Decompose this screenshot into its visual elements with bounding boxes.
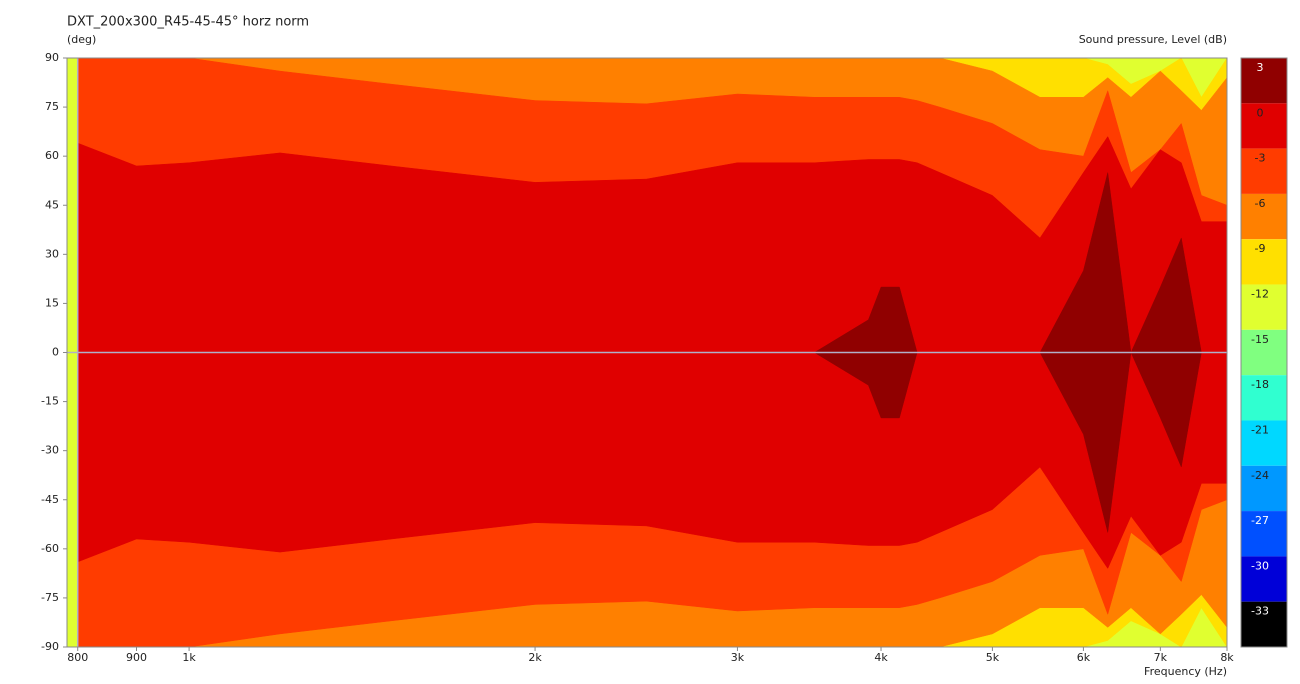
colorbar-label: -9 [1255, 242, 1266, 255]
x-tick-label: 3k [731, 651, 745, 664]
colorbar-label: 3 [1257, 61, 1264, 74]
x-tick-label: 7k [1154, 651, 1168, 664]
colorbar-label: -15 [1251, 333, 1269, 346]
colorbar-segment [1241, 420, 1287, 466]
colorbar-segment [1241, 284, 1287, 330]
colorbar-label: -27 [1251, 514, 1269, 527]
colorbar-label: -24 [1251, 469, 1269, 482]
colorbar-label: -6 [1255, 197, 1266, 210]
x-axis-label: Frequency (Hz) [1144, 665, 1227, 678]
colorbar-segment [1241, 465, 1287, 512]
y-tick-label: -30 [41, 444, 59, 457]
colorbar-segment [1241, 556, 1287, 602]
colorbar-segment [1241, 375, 1287, 421]
colorbar-frame [1240, 57, 1288, 648]
colorbar-label: 0 [1257, 106, 1264, 119]
colorbar-segment [1241, 103, 1287, 149]
colorbar-segment [1241, 239, 1287, 285]
y-tick-label: 75 [45, 100, 59, 113]
y-tick-label: -45 [41, 493, 59, 506]
y-tick-label: -90 [41, 640, 59, 653]
colorbar-label: -3 [1255, 152, 1266, 165]
contour-region [77, 352, 1228, 569]
x-tick-label: 800 [67, 651, 88, 664]
colorbar-label: -12 [1251, 288, 1269, 301]
x-tick-label: 900 [126, 651, 147, 664]
y-tick-label: -75 [41, 591, 59, 604]
colorbar-segment [1241, 193, 1287, 240]
y-tick-label: 90 [45, 51, 59, 64]
x-tick-label: 8k [1220, 651, 1234, 664]
colorbar-segment [1241, 329, 1287, 376]
y-tick-label: 60 [45, 149, 59, 162]
colorbar-label: -18 [1251, 378, 1269, 391]
colorbar-segment [1241, 511, 1287, 557]
y-axis-label: (deg) [67, 33, 96, 46]
colorbar-segment [1241, 601, 1287, 647]
y-tick-label: 15 [45, 296, 59, 309]
y-tick-label: -60 [41, 542, 59, 555]
y-tick-label: 45 [45, 198, 59, 211]
colorbar-segment [1241, 58, 1287, 104]
contour-region [77, 136, 1228, 353]
x-tick-label: 2k [528, 651, 542, 664]
colorbar-label: -21 [1251, 423, 1269, 436]
y-tick-label: 0 [52, 346, 59, 359]
x-tick-label: 1k [182, 651, 196, 664]
x-tick-label: 4k [874, 651, 888, 664]
colorbar-label: Sound pressure, Level (dB) [1079, 33, 1227, 46]
x-tick-label: 6k [1077, 651, 1091, 664]
y-tick-label: 30 [45, 247, 59, 260]
x-tick-label: 5k [986, 651, 1000, 664]
y-tick-label: -15 [41, 395, 59, 408]
colorbar-label: -33 [1251, 605, 1269, 618]
colorbar-label: -30 [1251, 559, 1269, 572]
colorbar-segment [1241, 148, 1287, 194]
chart-title: DXT_200x300_R45-45-45° horz norm [67, 15, 309, 30]
